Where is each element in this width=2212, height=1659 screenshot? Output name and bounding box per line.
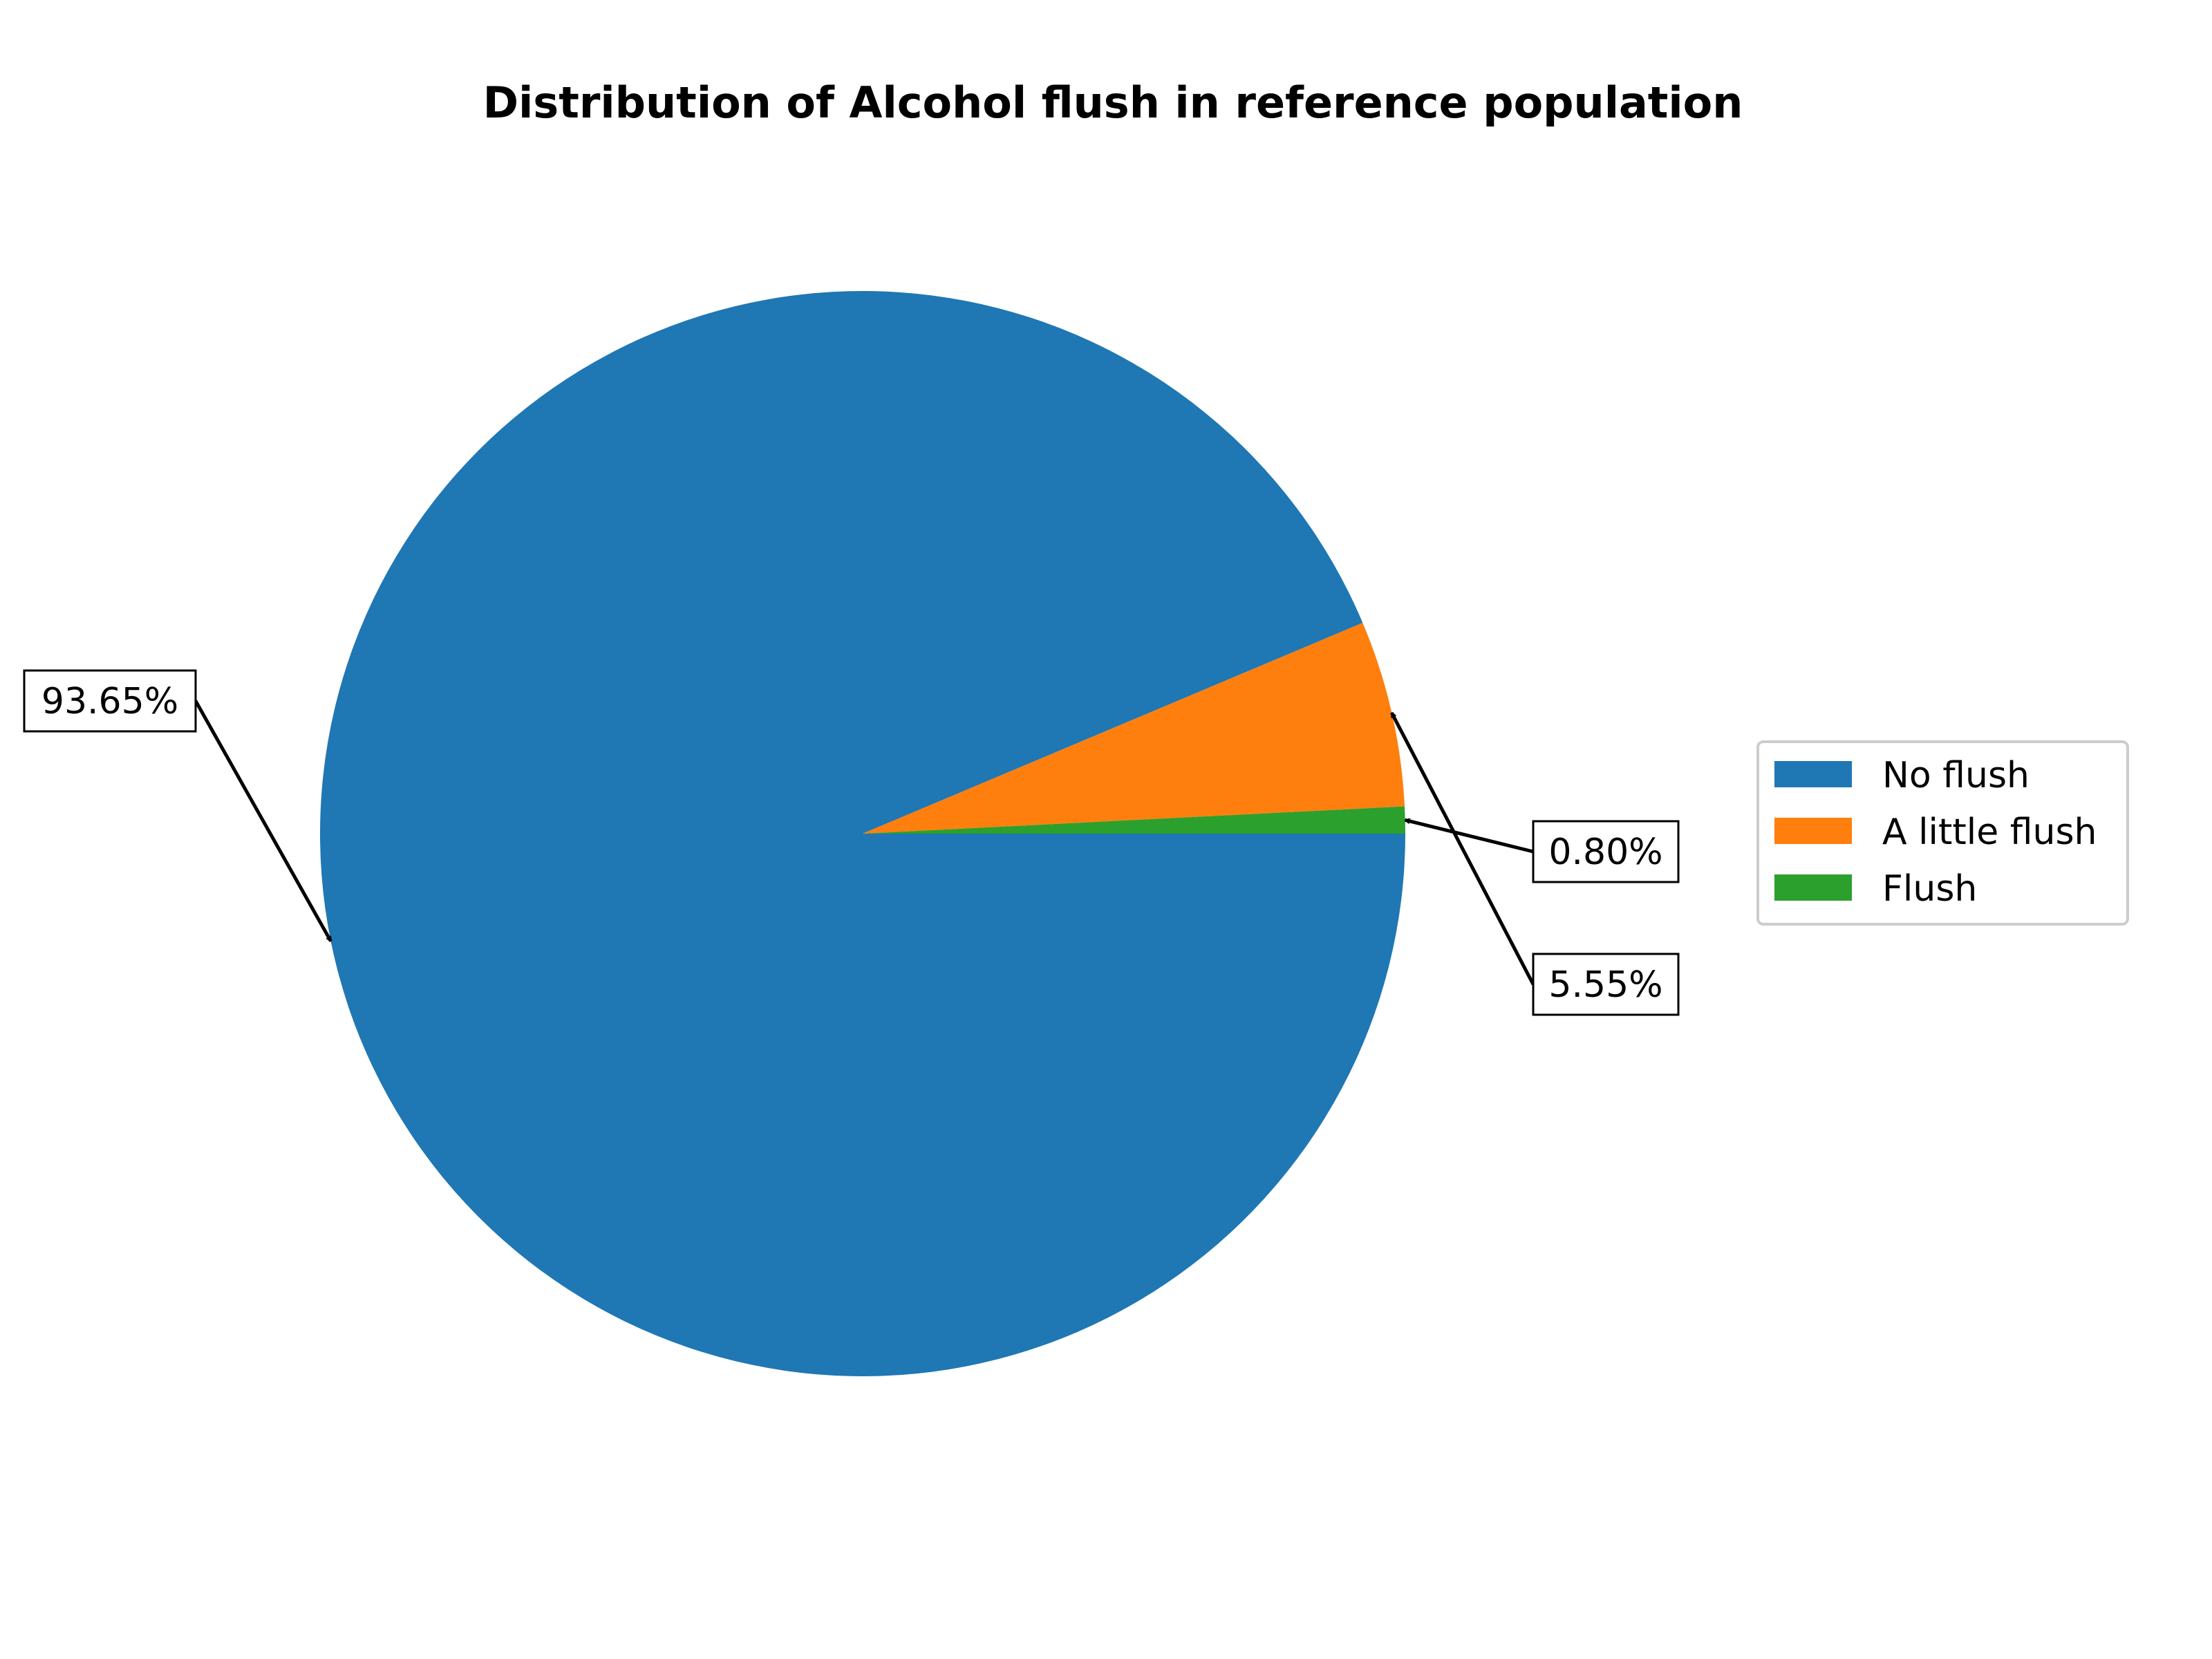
- legend-swatch-a-little-flush: [1774, 818, 1852, 844]
- data-label-a-little-flush: 5.55%: [1548, 964, 1662, 1006]
- annotation-box-flush: [1532, 820, 1680, 883]
- legend-swatch-flush: [1774, 874, 1852, 901]
- legend-label-flush: Flush: [1882, 868, 1977, 910]
- data-label-no-flush: 93.65%: [41, 681, 178, 722]
- pie-slice-a-little-flush: [863, 623, 1405, 834]
- pie-slices: [320, 291, 1405, 1377]
- annotation-box-a-little-flush: [1532, 953, 1680, 1016]
- annotation-arrow-flush: [1405, 820, 1534, 854]
- chart-title: Distribution of Alcohol flush in referen…: [483, 77, 1743, 128]
- legend-swatch-no-flush: [1774, 761, 1852, 787]
- legend: No flush A little flush Flush: [1756, 740, 2129, 926]
- pie-slice-no-flush: [320, 291, 1405, 1377]
- annotation-arrow-a-little-flush: [1390, 713, 1535, 986]
- data-label-flush: 0.80%: [1548, 832, 1662, 873]
- annotation-arrow-no-flush: [194, 700, 332, 941]
- slice-annotations: 93.65% 5.55% 0.80%: [23, 669, 1680, 1016]
- legend-label-a-little-flush: A little flush: [1882, 812, 2097, 853]
- annotation-box-no-flush: [23, 669, 197, 733]
- pie-slice-flush: [863, 806, 1405, 834]
- legend-label-no-flush: No flush: [1882, 755, 2030, 796]
